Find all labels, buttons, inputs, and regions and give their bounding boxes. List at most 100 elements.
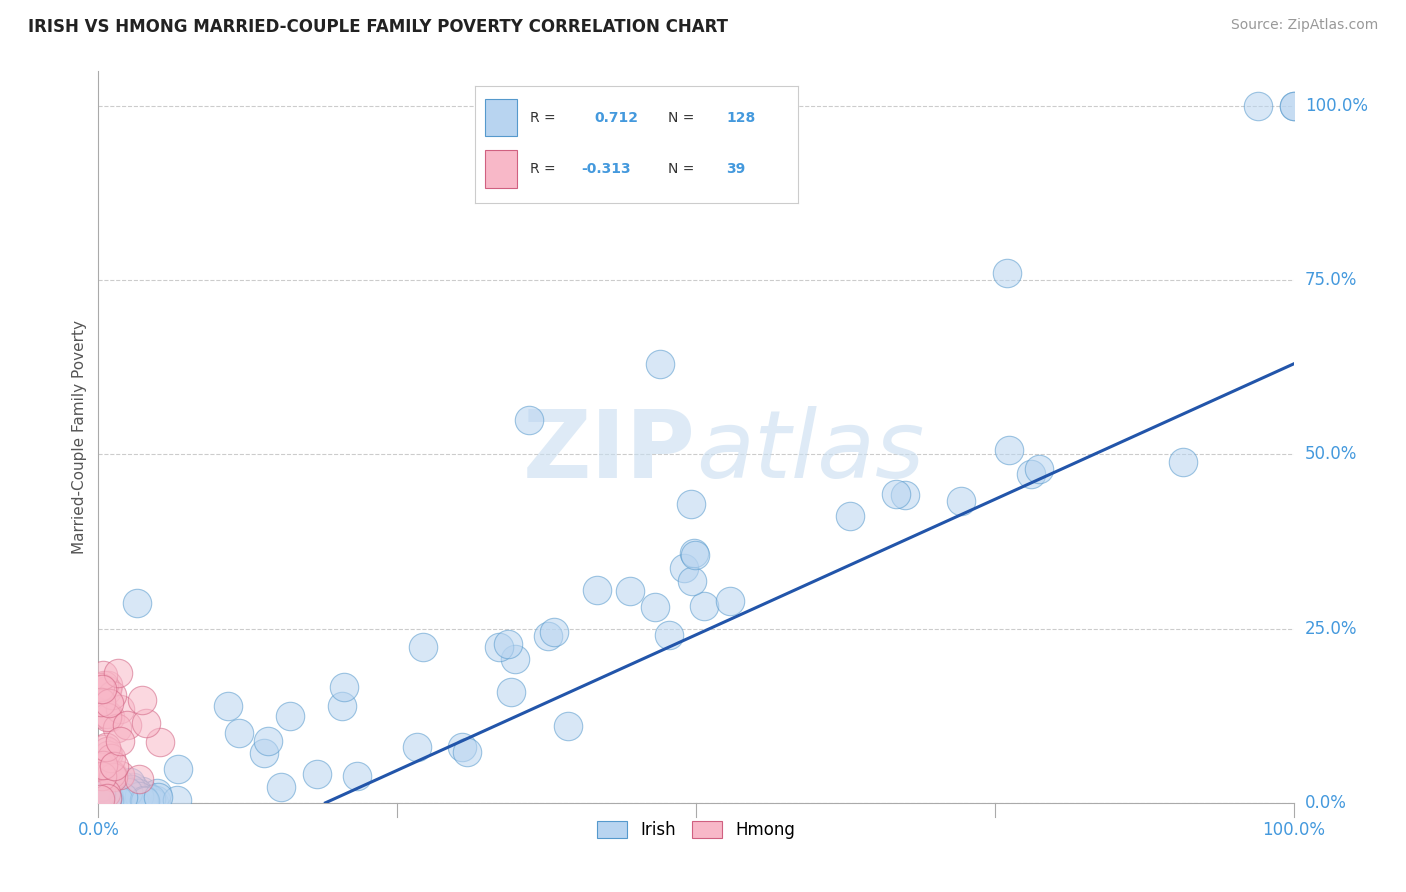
Point [101, 788, 124, 802]
Point [115, 718, 138, 732]
Point [97, 696, 120, 710]
Point [488, 640, 510, 654]
Point [149, 735, 172, 749]
Point [1028, 462, 1050, 476]
Point [405, 739, 427, 754]
Text: 0.0%: 0.0% [77, 821, 120, 839]
Point [96, 784, 118, 798]
Point [91, 757, 114, 772]
Point [104, 791, 127, 805]
Point [93, 707, 115, 722]
Point [257, 734, 280, 748]
Point [97, 747, 120, 762]
Point [166, 793, 188, 807]
Point [94, 791, 117, 805]
Text: 0.0%: 0.0% [1305, 794, 1347, 812]
Point [278, 709, 301, 723]
Point [586, 583, 609, 598]
Point [118, 788, 141, 802]
Point [135, 788, 157, 802]
Point [884, 487, 907, 501]
Point [97, 795, 120, 809]
Point [110, 702, 132, 716]
Point [1173, 455, 1195, 469]
Point [557, 719, 579, 733]
Point [107, 787, 129, 801]
Point [101, 788, 124, 802]
Point [97, 794, 120, 808]
Point [110, 733, 132, 747]
Point [117, 785, 139, 799]
Point [110, 789, 132, 804]
Point [108, 777, 131, 791]
Point [90, 758, 112, 772]
Point [270, 780, 292, 795]
Point [97, 678, 120, 692]
Point [91, 769, 114, 783]
Point [619, 583, 641, 598]
Point [146, 786, 169, 800]
Point [673, 561, 696, 575]
Point [90, 780, 112, 795]
Point [87, 795, 110, 809]
Point [117, 785, 139, 799]
Point [96, 795, 118, 809]
Text: atlas: atlas [696, 406, 924, 497]
Point [93, 789, 115, 804]
Point [96, 744, 118, 758]
Point [107, 721, 129, 735]
Point [228, 725, 250, 739]
Point [131, 791, 153, 805]
Point [135, 715, 157, 730]
Point [90, 785, 112, 799]
Text: IRISH VS HMONG MARRIED-COUPLE FAMILY POVERTY CORRELATION CHART: IRISH VS HMONG MARRIED-COUPLE FAMILY POV… [28, 18, 728, 36]
Point [125, 596, 148, 610]
Point [127, 786, 149, 800]
Point [720, 594, 742, 608]
Point [517, 412, 540, 426]
Point [91, 793, 114, 807]
Point [122, 794, 145, 808]
Point [94, 786, 117, 800]
Point [139, 792, 162, 806]
Point [139, 791, 162, 805]
Point [131, 784, 153, 798]
Point [894, 488, 917, 502]
Text: 25.0%: 25.0% [1305, 620, 1357, 638]
Point [93, 785, 115, 799]
Point [100, 767, 122, 781]
Point [305, 767, 328, 781]
Point [118, 791, 141, 805]
Point [90, 792, 112, 806]
Point [100, 750, 122, 764]
Point [1282, 99, 1305, 113]
Text: 50.0%: 50.0% [1305, 445, 1357, 464]
Point [107, 793, 129, 807]
Point [124, 793, 146, 807]
Point [89, 793, 111, 807]
Point [129, 794, 152, 808]
Point [693, 599, 716, 613]
Point [118, 793, 141, 807]
Text: 100.0%: 100.0% [1263, 821, 1324, 839]
Point [101, 794, 124, 808]
Point [537, 629, 560, 643]
Point [1282, 99, 1305, 113]
Point [145, 793, 167, 807]
Point [101, 795, 124, 809]
Point [96, 710, 118, 724]
Point [451, 739, 474, 754]
Text: 100.0%: 100.0% [1305, 97, 1368, 115]
Point [105, 794, 128, 808]
Point [97, 793, 120, 807]
Point [503, 651, 526, 665]
Point [111, 789, 134, 804]
Point [97, 782, 120, 797]
Point [91, 667, 114, 681]
Point [105, 780, 128, 794]
Point [111, 794, 134, 808]
Point [98, 794, 121, 808]
Point [97, 789, 120, 803]
Point [330, 698, 353, 713]
Point [93, 788, 115, 802]
